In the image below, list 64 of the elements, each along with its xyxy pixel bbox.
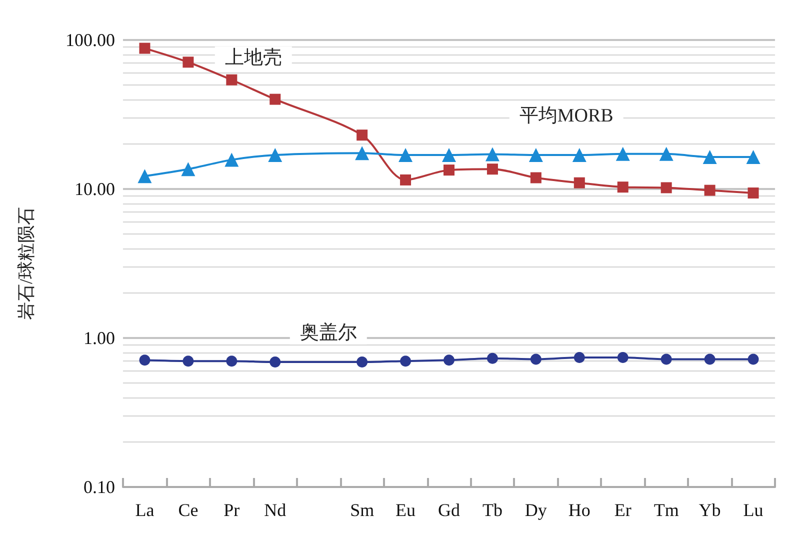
point <box>486 352 498 364</box>
series-label: 平均MORB <box>519 105 614 126</box>
point <box>530 354 542 365</box>
series-label: 上地壳 <box>224 47 282 68</box>
x-tick-label: Pr <box>224 500 240 520</box>
y-tick-label: 0.10 <box>84 477 115 497</box>
point <box>659 146 674 161</box>
point <box>617 352 628 363</box>
x-tick-label: Eu <box>396 500 416 520</box>
x-tick-label: Ce <box>178 500 198 520</box>
point <box>444 164 454 176</box>
point <box>400 174 412 186</box>
y-tick-label: 10.00 <box>74 179 115 199</box>
point <box>270 356 281 368</box>
point <box>444 354 454 366</box>
point <box>704 184 716 196</box>
point <box>224 152 239 167</box>
x-tick-label: Nd <box>264 500 286 520</box>
point <box>226 74 238 86</box>
point <box>702 150 717 164</box>
point <box>182 56 194 68</box>
y-tick-label: 100.00 <box>66 30 115 50</box>
point <box>138 169 152 184</box>
x-tick-label: Er <box>614 500 632 520</box>
x-tick-label: Sm <box>350 500 374 520</box>
point <box>398 148 413 162</box>
x-tick-label: Dy <box>524 500 547 520</box>
point <box>486 164 498 175</box>
point <box>616 146 630 161</box>
point <box>355 146 370 160</box>
point <box>528 148 543 162</box>
x-tick-label: Lu <box>743 500 764 520</box>
y-tick-label: 1.00 <box>84 328 115 348</box>
point <box>400 356 412 367</box>
point <box>270 94 281 105</box>
point <box>356 356 368 368</box>
point <box>139 42 150 54</box>
point <box>182 356 194 367</box>
point <box>139 354 150 366</box>
x-tick-label: Tm <box>654 500 679 520</box>
point <box>748 354 759 365</box>
point <box>181 162 196 176</box>
point <box>748 188 759 199</box>
x-tick-label: Ho <box>568 500 590 520</box>
y-axis-title: 岩石/球粒陨石 <box>16 206 36 320</box>
x-tick-label: La <box>135 500 154 520</box>
point <box>442 148 456 162</box>
x-tick-label: Gd <box>438 500 460 520</box>
point <box>746 150 760 164</box>
point <box>660 182 672 194</box>
point <box>617 182 628 193</box>
point <box>356 130 368 141</box>
point <box>530 172 542 184</box>
point <box>572 148 586 162</box>
point <box>574 177 585 188</box>
series-label: 奥盖尔 <box>300 321 357 344</box>
point <box>226 356 238 367</box>
point <box>704 354 716 365</box>
x-tick-label: Tb <box>482 500 502 520</box>
point <box>574 352 585 363</box>
point <box>485 147 500 162</box>
x-tick-label: Yb <box>698 500 721 520</box>
point <box>268 148 282 162</box>
point <box>660 354 672 365</box>
